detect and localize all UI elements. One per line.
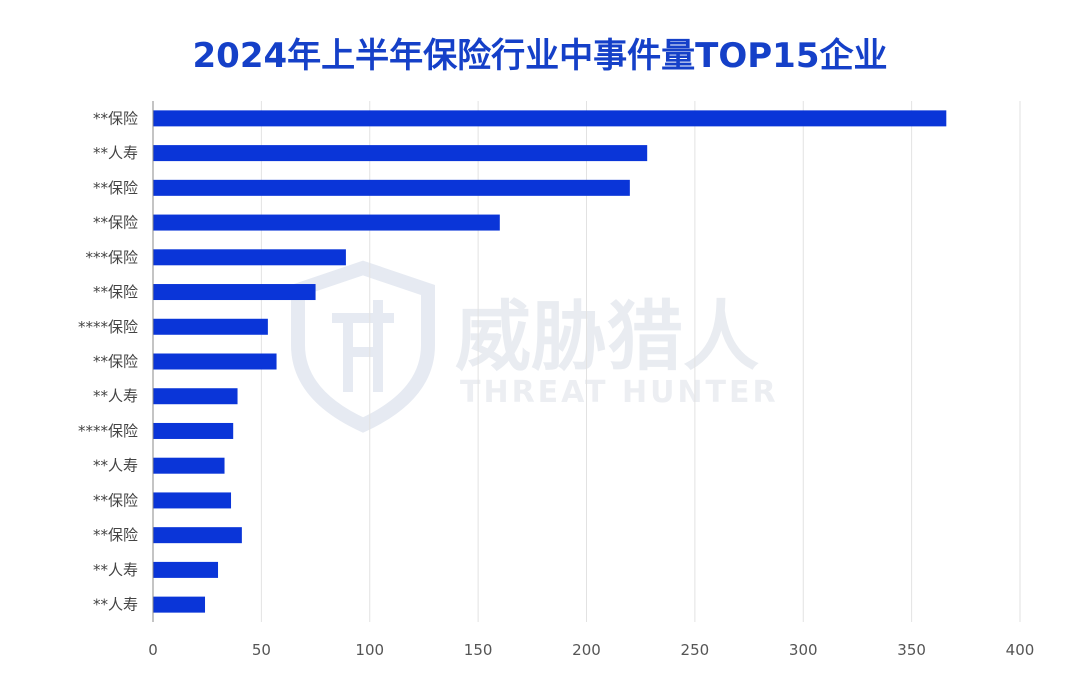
category-label: ****保险 xyxy=(78,422,138,440)
bar xyxy=(153,457,225,474)
category-labels: **保险 **人寿 **保险 **保险 ***保险 **保险 ****保险 **保险 **人寿 *… xyxy=(78,109,138,613)
category-label: **保险 xyxy=(93,109,138,127)
bar xyxy=(153,249,346,266)
bar xyxy=(153,179,630,196)
x-tick-label: 100 xyxy=(355,641,384,659)
bar xyxy=(153,561,219,578)
category-label: **人寿 xyxy=(93,144,138,162)
category-label: **保险 xyxy=(93,179,138,197)
bar xyxy=(153,596,206,613)
x-tick-label: 50 xyxy=(252,641,271,659)
x-tick-label: 300 xyxy=(789,641,818,659)
bar xyxy=(153,422,234,439)
category-label: **保险 xyxy=(93,526,138,544)
watermark-en: THREAT HUNTER xyxy=(460,375,779,410)
bars xyxy=(153,110,947,613)
category-label: **人寿 xyxy=(93,457,138,475)
category-label: **保险 xyxy=(93,214,138,232)
x-tick-label: 150 xyxy=(464,641,493,659)
bar xyxy=(153,527,242,544)
x-tick-label: 400 xyxy=(1006,641,1035,659)
category-label: **保险 xyxy=(93,491,138,509)
bar xyxy=(153,318,268,335)
bar xyxy=(153,214,500,231)
bar xyxy=(153,353,277,370)
bar xyxy=(153,110,947,127)
watermark-shield-logo xyxy=(291,260,435,433)
bar xyxy=(153,492,232,509)
category-label: **保险 xyxy=(93,283,138,301)
x-tick-label: 0 xyxy=(148,641,158,659)
category-label: **人寿 xyxy=(93,561,138,579)
category-label: **人寿 xyxy=(93,596,138,614)
bar xyxy=(153,284,316,301)
chart-title: 2024年上半年保险行业中事件量TOP15企业 xyxy=(192,36,888,76)
x-tick-labels: 0 50 100 150 200 250 300 350 400 xyxy=(148,641,1034,659)
bar xyxy=(153,145,648,162)
x-tick-label: 250 xyxy=(681,641,710,659)
x-tick-label: 350 xyxy=(897,641,926,659)
watermark: 威胁猎人 THREAT HUNTER xyxy=(291,260,779,433)
category-label: ***保险 xyxy=(85,248,138,266)
category-label: ****保险 xyxy=(78,318,138,336)
watermark-cn: 威胁猎人 xyxy=(455,292,759,381)
x-tick-label: 200 xyxy=(572,641,601,659)
category-label: **人寿 xyxy=(93,387,138,405)
bar xyxy=(153,388,238,405)
category-label: **保险 xyxy=(93,353,138,371)
